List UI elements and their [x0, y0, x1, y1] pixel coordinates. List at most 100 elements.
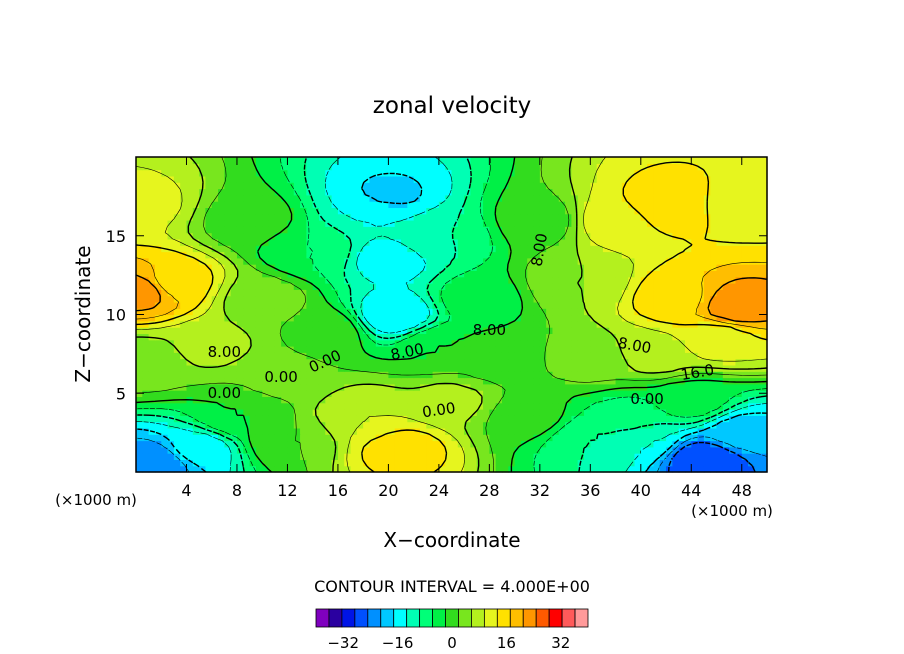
heatmap-cell	[703, 257, 711, 265]
heatmap-cell	[186, 377, 194, 385]
heatmap-cell	[539, 427, 547, 435]
heatmap-cell	[621, 163, 629, 171]
heatmap-cell	[470, 320, 478, 328]
heatmap-cell	[167, 238, 175, 246]
heatmap-cell	[634, 314, 642, 322]
heatmap-cell	[464, 440, 472, 448]
heatmap-cell	[476, 377, 484, 385]
heatmap-cell	[634, 390, 642, 397]
heatmap-cell	[659, 352, 667, 360]
heatmap-cell	[609, 238, 617, 246]
heatmap-cell	[684, 390, 692, 397]
heatmap-cell	[432, 232, 440, 240]
heatmap-cell	[483, 446, 490, 454]
heatmap-cell	[653, 245, 661, 253]
heatmap-cell	[243, 169, 251, 177]
heatmap-cell	[716, 213, 724, 221]
heatmap-cell	[729, 339, 737, 347]
heatmap-cell	[255, 377, 263, 385]
heatmap-cell	[325, 358, 333, 366]
heatmap-cell	[628, 194, 636, 202]
heatmap-cell	[647, 169, 655, 177]
heatmap-cell	[268, 415, 276, 423]
heatmap-cell	[262, 289, 270, 297]
heatmap-cell	[621, 308, 629, 316]
heatmap-cell	[230, 245, 238, 253]
heatmap-cell	[249, 295, 257, 303]
heatmap-cell	[483, 220, 490, 227]
heatmap-cell	[615, 188, 623, 196]
heatmap-cell	[281, 333, 289, 341]
heatmap-cell	[350, 421, 358, 429]
heatmap-cell	[489, 333, 497, 341]
heatmap-cell	[640, 301, 648, 309]
heatmap-cell	[451, 383, 459, 391]
heatmap-cell	[350, 276, 358, 284]
heatmap-cell	[419, 295, 427, 303]
heatmap-cell	[173, 251, 181, 259]
heatmap-cell	[533, 207, 541, 215]
heatmap-cell	[249, 320, 257, 328]
heatmap-cell	[243, 207, 251, 215]
heatmap-cell	[173, 459, 181, 467]
heatmap-cell	[722, 396, 730, 404]
heatmap-cell	[274, 440, 282, 448]
heatmap-cell	[255, 453, 263, 460]
heatmap-cell	[735, 459, 743, 467]
heatmap-cell	[483, 264, 490, 271]
heatmap-cell	[533, 264, 541, 271]
heatmap-cell	[363, 352, 371, 360]
heatmap-cell	[236, 276, 244, 284]
heatmap-cell	[672, 396, 680, 404]
heatmap-cell	[464, 201, 472, 208]
heatmap-cell	[230, 434, 238, 442]
heatmap-cell	[527, 465, 535, 473]
heatmap-cell	[470, 371, 478, 379]
heatmap-cell	[520, 251, 528, 259]
heatmap-cell	[180, 175, 188, 183]
heatmap-cell	[356, 157, 364, 164]
heatmap-cell	[293, 396, 301, 404]
heatmap-cell	[571, 346, 579, 353]
heatmap-cell	[300, 333, 307, 341]
heatmap-cell	[501, 415, 509, 423]
heatmap-cell	[748, 409, 755, 416]
heatmap-cell	[293, 289, 301, 297]
heatmap-cell	[438, 346, 446, 353]
heatmap-cell	[470, 383, 478, 391]
heatmap-cell	[426, 453, 434, 460]
heatmap-cell	[401, 220, 408, 227]
heatmap-cell	[413, 453, 421, 460]
heatmap-cell	[394, 226, 402, 234]
heatmap-cell	[527, 289, 535, 297]
heatmap-cell	[558, 314, 566, 322]
heatmap-cell	[546, 182, 554, 190]
heatmap-cell	[148, 251, 156, 259]
heatmap-cell	[394, 182, 402, 190]
heatmap-cell	[697, 364, 705, 372]
heatmap-cell	[255, 276, 263, 284]
heatmap-cell	[211, 251, 219, 259]
heatmap-cell	[527, 434, 535, 442]
heatmap-cell	[602, 182, 610, 190]
heatmap-cell	[199, 415, 207, 423]
heatmap-cell	[249, 333, 257, 341]
heatmap-cell	[722, 226, 730, 234]
heatmap-cell	[571, 169, 579, 177]
heatmap-cell	[659, 383, 667, 391]
heatmap-cell	[394, 434, 402, 442]
heatmap-cell	[457, 446, 465, 454]
heatmap-cell	[640, 446, 648, 454]
heatmap-cell	[615, 358, 623, 366]
heatmap-cell	[552, 226, 560, 234]
heatmap-cell	[672, 446, 680, 454]
heatmap-cell	[268, 434, 276, 442]
heatmap-cell	[609, 327, 617, 334]
heatmap-cell	[192, 459, 200, 467]
heatmap-cell	[552, 377, 560, 385]
heatmap-cell	[666, 276, 673, 284]
heatmap-cell	[293, 295, 301, 303]
heatmap-cell	[173, 188, 181, 196]
heatmap-cell	[703, 169, 711, 177]
heatmap-cell	[735, 465, 743, 473]
